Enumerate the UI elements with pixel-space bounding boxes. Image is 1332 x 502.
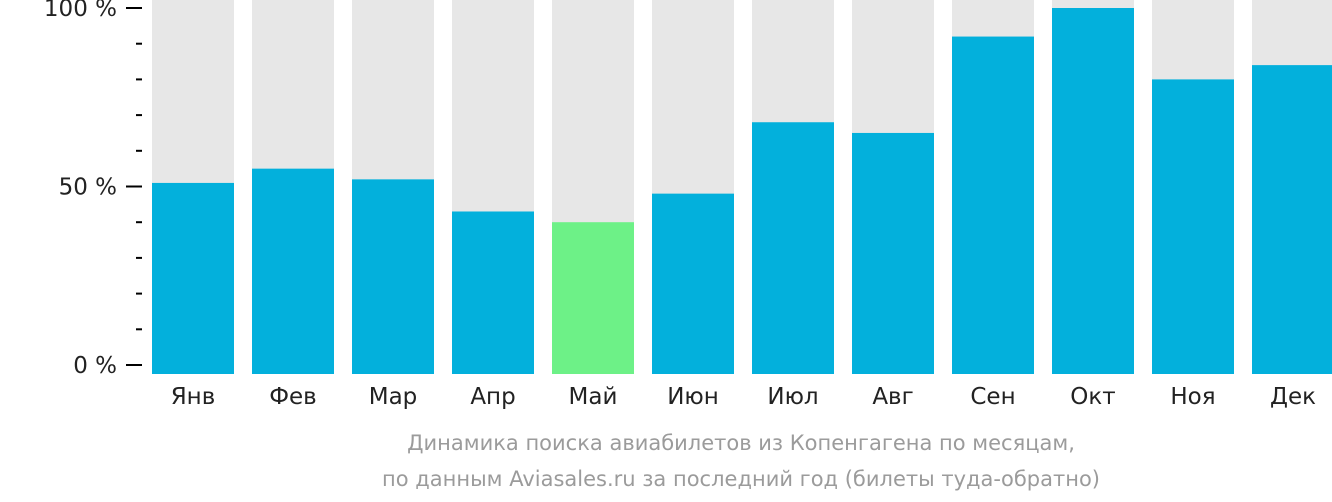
x-tick-label: Май (569, 384, 618, 410)
x-tick-label: Окт (1070, 384, 1115, 410)
x-tick-label: Мар (369, 384, 418, 410)
x-tick-label: Дек (1270, 384, 1316, 410)
x-tick-label: Янв (171, 384, 216, 410)
x-axis-labels: Янв Фев Мар Апр Май Июн Июл Авг Сен Окт Ноя Дек (171, 384, 1316, 410)
bar-7-Авг (852, 132, 934, 374)
x-tick-label: Фев (269, 384, 317, 410)
x-tick-label: Ноя (1170, 384, 1215, 410)
y-tick-label: 100 % (44, 0, 117, 22)
bar-1-Фев (252, 168, 334, 374)
y-axis: 100 % 50 % 0 % (44, 0, 142, 379)
bar-11-Дек (1252, 65, 1332, 375)
x-tick-label: Сен (970, 384, 1015, 410)
chart-caption-line-1: Динамика поиска авиабилетов из Копенгаге… (407, 431, 1075, 455)
x-tick-label: Июн (667, 384, 719, 410)
bar-8-Сен (952, 36, 1034, 375)
bar-10-Ноя (1152, 79, 1234, 375)
bar-4-Май (552, 222, 634, 374)
chart: 100 % 50 % 0 % Янв Фев Мар Апр Май Июн Июл Авг Сен… (44, 0, 1332, 410)
x-tick-label: Авг (872, 384, 913, 410)
bar-3-Апр (452, 211, 534, 374)
bar-0-Янв (152, 182, 234, 374)
bars (152, 8, 1332, 375)
y-tick-label: 50 % (59, 175, 117, 201)
bar-2-Мар (352, 179, 434, 374)
chart-caption-line-2: по данным Aviasales.ru за последний год … (382, 467, 1100, 491)
y-tick-label: 0 % (73, 353, 117, 379)
bar-9-Окт (1052, 8, 1134, 374)
x-tick-label: Июл (767, 384, 818, 410)
bar-6-Июл (752, 122, 834, 375)
x-tick-label: Апр (470, 384, 515, 410)
bar-5-Июн (652, 193, 734, 374)
